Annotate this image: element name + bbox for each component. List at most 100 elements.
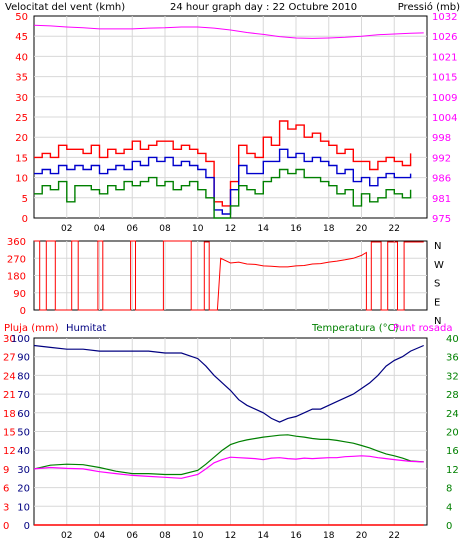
wind-ytick-label: 10	[15, 174, 28, 185]
humidity-ytick-label: 100	[11, 334, 30, 345]
direction-ytick-label: 270	[7, 254, 26, 265]
pressure-ytick-label: 1021	[432, 52, 457, 63]
wind-left-ticks: 0 5 10 15 20 25 30 35 40 45 50	[15, 12, 28, 225]
pressure-line	[33, 24, 424, 39]
wind-xtick-label: 08	[159, 224, 171, 234]
rain-ytick-label: 0	[3, 521, 9, 532]
pressure-ytick-label: 1032	[432, 12, 457, 23]
temperature-ytick-label: 8	[446, 484, 452, 495]
pressure-right-ticks: 975 981 986 992 998 1004 1009 1015 1021 1026 1032	[432, 12, 457, 225]
temperature-ytick-label: 24	[446, 409, 459, 420]
chart-title: 24 hour graph day : 22 Octubre 2010	[170, 2, 357, 13]
direction-series	[34, 240, 424, 311]
wind-ytick-label: 25	[15, 113, 28, 124]
wind-x-ticks: 02 04 06 08 10 12 14 16 18 20 22	[61, 224, 400, 234]
wind_max-line	[34, 120, 412, 207]
rain-ytick-label: 9	[3, 465, 9, 476]
rain-ytick-label: 24	[3, 371, 16, 382]
wind-ytick-label: 0	[22, 214, 28, 225]
temperature-right-ticks: 0 4 8 12 16 20 24 28 32 36 40	[446, 334, 459, 532]
humidity-ytick-label: 80	[17, 371, 30, 382]
temp-xtick-label: 02	[61, 531, 72, 541]
wind-ytick-label: 20	[15, 133, 28, 144]
pressure-ytick-label: 1009	[432, 93, 457, 104]
temp-xtick-label: 10	[192, 531, 204, 541]
rain-ytick-label: 18	[3, 409, 16, 420]
temperature-axis-label: Temperatura (°C)	[311, 323, 399, 334]
pressure-ytick-label: 986	[432, 174, 451, 185]
humidity-ytick-label: 40	[17, 446, 30, 457]
temp-x-ticks: 02 04 06 08 10 12 14 16 18 20 22	[61, 531, 400, 541]
humidity-ytick-label: 20	[17, 484, 30, 495]
temperature-line	[33, 434, 424, 476]
wind-ytick-label: 5	[22, 194, 28, 205]
wind-xtick-label: 06	[127, 224, 139, 234]
wind-ytick-label: 45	[15, 32, 28, 43]
rain-ytick-label: 15	[3, 428, 16, 439]
temp-xtick-label: 16	[290, 531, 302, 541]
wind_min-line	[34, 168, 412, 219]
rain-ytick-label: 30	[3, 334, 16, 345]
humidity-mid-ticks: 0 10 20 30 40 50 60 70 80 90 100	[11, 334, 30, 532]
temp-xtick-label: 04	[94, 531, 106, 541]
humidity-axis-label: Humitat	[66, 323, 106, 334]
humidity-ytick-label: 50	[17, 428, 30, 439]
temp-series	[33, 344, 424, 526]
direction-compass-label: W	[434, 260, 444, 271]
wind-ytick-label: 15	[15, 153, 28, 164]
wind-xtick-label: 14	[258, 224, 270, 234]
temp-xtick-label: 18	[323, 531, 335, 541]
direction-ytick-label: 90	[13, 289, 26, 300]
temperature-ytick-label: 20	[446, 428, 459, 439]
direction-ytick-label: 360	[7, 237, 26, 248]
humidity-ytick-label: 70	[17, 390, 30, 401]
direction-compass-label: N	[434, 316, 441, 327]
temperature-ytick-label: 16	[446, 446, 459, 457]
wind-xtick-label: 02	[61, 224, 72, 234]
wind-xtick-label: 10	[192, 224, 204, 234]
rain-left-ticks: 0 3 6 9 12 15 18 21 24 27 30	[3, 334, 16, 532]
pressure-ytick-label: 981	[432, 194, 451, 205]
wind-xtick-label: 18	[323, 224, 335, 234]
rain-ytick-label: 21	[3, 390, 16, 401]
temperature-ytick-label: 4	[446, 502, 452, 513]
temp-xtick-label: 22	[389, 531, 400, 541]
rain-ytick-label: 12	[3, 446, 16, 457]
temp-xtick-label: 14	[258, 531, 270, 541]
pressure-ytick-label: 998	[432, 133, 451, 144]
temp-xtick-label: 20	[356, 531, 368, 541]
temp-humidity-panel: Pluja (mm) Humitat Temperatura (°C) Punt…	[3, 323, 459, 541]
dewpoint-axis-label: Punt rosada	[393, 323, 452, 334]
wind-ytick-label: 50	[15, 12, 28, 23]
wind-xtick-label: 20	[356, 224, 368, 234]
wind-pressure-panel: Velocitat del vent (kmh) 24 hour graph d…	[5, 1, 460, 234]
temperature-ytick-label: 28	[446, 390, 459, 401]
pressure-ytick-label: 992	[432, 153, 451, 164]
humidity-ytick-label: 10	[17, 502, 30, 513]
wind_avg-line	[34, 148, 412, 215]
wind-speed-axis-label: Velocitat del vent (kmh)	[5, 2, 125, 13]
pressure-ytick-label: 975	[432, 214, 451, 225]
rain-ytick-label: 3	[3, 502, 9, 513]
temp-xtick-label: 06	[127, 531, 139, 541]
humidity-ytick-label: 60	[17, 409, 30, 420]
direction-compass-label: N	[434, 241, 441, 252]
dewpoint-line	[33, 455, 424, 479]
pressure-ytick-label: 1004	[432, 113, 457, 124]
direction-gridlines	[34, 241, 427, 310]
wind-xtick-label: 16	[290, 224, 302, 234]
rain-axis-label: Pluja (mm)	[4, 323, 59, 334]
temperature-ytick-label: 36	[446, 353, 459, 364]
temperature-ytick-label: 12	[446, 465, 459, 476]
wind-xtick-label: 12	[225, 224, 236, 234]
temperature-ytick-label: 0	[446, 521, 452, 532]
humidity-ytick-label: 90	[17, 353, 30, 364]
rain-ytick-label: 27	[3, 353, 16, 364]
wind-xtick-label: 22	[389, 224, 400, 234]
temperature-ytick-label: 32	[446, 371, 459, 382]
direction-compass-label: E	[434, 297, 440, 308]
